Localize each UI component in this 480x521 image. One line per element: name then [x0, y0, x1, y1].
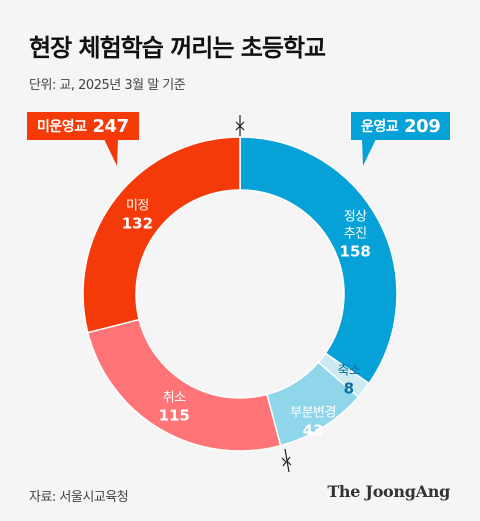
- slice-0-value: 158: [340, 243, 371, 261]
- slice-3: [86, 318, 282, 452]
- slice-4-name-line: 미정: [126, 199, 149, 214]
- unit-note: 단위: 교, 2025년 3월 말 기준: [29, 78, 186, 93]
- slice-4: [82, 136, 241, 334]
- slice-4-label: 미정 132: [122, 199, 153, 233]
- callout-operating-total: 209: [404, 115, 441, 137]
- callout-not-operating-label: 미운영교: [37, 119, 87, 135]
- slice-3-value: 115: [159, 407, 190, 425]
- bottom-boundary-marker: [281, 448, 292, 473]
- slice-1-name-line: 축소: [337, 363, 360, 378]
- callout-operating-label: 운영교: [361, 119, 399, 135]
- chart-title: 현장 체험학습 꺼리는 초등학교: [29, 34, 326, 62]
- callout-not-operating-pointer: [104, 139, 118, 166]
- slice-3-name-line: 취소: [163, 391, 186, 406]
- brand-logo: The JoongAng: [327, 482, 450, 501]
- callout-not-operating: 미운영교 247: [27, 112, 139, 140]
- callout-operating-pointer: [362, 139, 376, 166]
- slice-2-label: 부분변경 43: [290, 406, 336, 440]
- top-boundary-marker: [235, 115, 245, 138]
- callout-not-operating-total: 247: [92, 115, 130, 137]
- slice-0-name-line: 정상: [344, 210, 367, 225]
- source-note: 자료: 서울시교육청: [29, 490, 129, 505]
- slice-0-name-line: 추진: [344, 227, 367, 242]
- slice-1-label: 축소 8: [337, 363, 360, 397]
- slice-3-label: 취소 115: [159, 391, 190, 425]
- slice-1-value: 8: [344, 379, 354, 397]
- slice-0: [239, 136, 398, 385]
- slice-2-name-line: 부분변경: [290, 406, 336, 421]
- donut-slices: [82, 136, 398, 452]
- slice-4-value: 132: [122, 215, 153, 233]
- slice-2-value: 43: [303, 422, 324, 440]
- callout-operating: 운영교 209: [351, 112, 451, 140]
